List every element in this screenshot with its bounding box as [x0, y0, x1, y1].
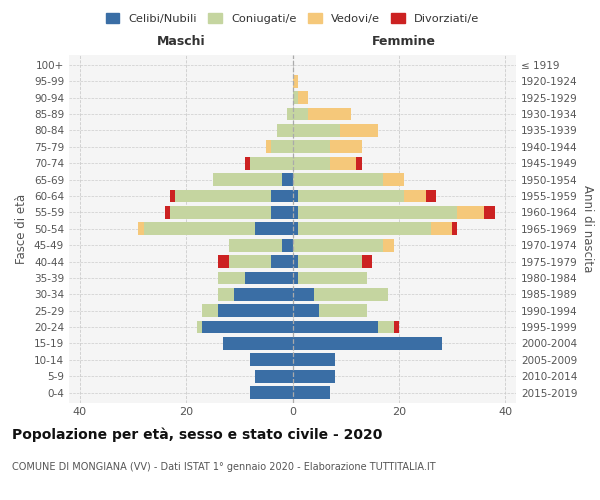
Text: Femmine: Femmine	[372, 34, 436, 48]
Bar	[197, 320, 202, 334]
Bar	[314, 288, 388, 300]
Bar	[229, 238, 282, 252]
Bar	[218, 272, 245, 284]
Bar	[340, 124, 377, 137]
Bar	[271, 255, 293, 268]
Text: Maschi: Maschi	[157, 34, 205, 48]
Bar	[229, 255, 271, 268]
Bar	[293, 108, 308, 120]
Bar	[330, 157, 356, 170]
Bar	[293, 190, 298, 202]
Bar	[293, 337, 442, 350]
Bar	[298, 255, 362, 268]
Bar	[293, 206, 298, 219]
Bar	[250, 354, 293, 366]
Bar	[255, 222, 293, 235]
Bar	[266, 140, 271, 153]
Bar	[394, 320, 399, 334]
Bar	[457, 206, 484, 219]
Bar	[293, 238, 383, 252]
Bar	[138, 222, 143, 235]
Bar	[383, 238, 394, 252]
Bar	[218, 255, 229, 268]
Bar	[202, 304, 218, 317]
Bar	[170, 190, 175, 202]
Bar	[452, 222, 457, 235]
Text: Popolazione per età, sesso e stato civile - 2020: Popolazione per età, sesso e stato civil…	[12, 428, 382, 442]
Bar	[143, 222, 255, 235]
Bar	[293, 370, 335, 382]
Bar	[298, 91, 308, 104]
Bar	[271, 140, 293, 153]
Bar	[362, 255, 373, 268]
Bar	[202, 320, 293, 334]
Bar	[271, 190, 293, 202]
Bar	[298, 222, 431, 235]
Bar	[293, 386, 330, 399]
Bar	[293, 320, 377, 334]
Y-axis label: Fasce di età: Fasce di età	[16, 194, 28, 264]
Bar	[175, 190, 271, 202]
Bar	[383, 173, 404, 186]
Bar	[298, 206, 457, 219]
Bar	[298, 190, 404, 202]
Bar	[165, 206, 170, 219]
Bar	[271, 206, 293, 219]
Bar	[218, 304, 293, 317]
Bar	[330, 140, 362, 153]
Bar	[293, 157, 330, 170]
Bar	[298, 272, 367, 284]
Bar	[282, 238, 293, 252]
Bar	[377, 320, 394, 334]
Bar	[282, 173, 293, 186]
Bar	[356, 157, 362, 170]
Bar	[293, 272, 298, 284]
Bar	[223, 337, 293, 350]
Bar	[250, 157, 293, 170]
Bar	[293, 140, 330, 153]
Bar	[245, 272, 293, 284]
Bar	[293, 304, 319, 317]
Bar	[287, 108, 293, 120]
Bar	[293, 255, 298, 268]
Bar	[425, 190, 436, 202]
Bar	[212, 173, 282, 186]
Bar	[293, 124, 340, 137]
Bar	[319, 304, 367, 317]
Text: COMUNE DI MONGIANA (VV) - Dati ISTAT 1° gennaio 2020 - Elaborazione TUTTITALIA.I: COMUNE DI MONGIANA (VV) - Dati ISTAT 1° …	[12, 462, 436, 472]
Bar	[255, 370, 293, 382]
Bar	[234, 288, 293, 300]
Bar	[293, 91, 298, 104]
Bar	[293, 173, 383, 186]
Bar	[484, 206, 495, 219]
Bar	[293, 75, 298, 88]
Bar	[293, 222, 298, 235]
Legend: Celibi/Nubili, Coniugati/e, Vedovi/e, Divorziati/e: Celibi/Nubili, Coniugati/e, Vedovi/e, Di…	[101, 8, 484, 28]
Bar	[277, 124, 293, 137]
Bar	[250, 386, 293, 399]
Y-axis label: Anni di nascita: Anni di nascita	[581, 185, 594, 272]
Bar	[245, 157, 250, 170]
Bar	[293, 288, 314, 300]
Bar	[404, 190, 425, 202]
Bar	[431, 222, 452, 235]
Bar	[218, 288, 234, 300]
Bar	[170, 206, 271, 219]
Bar	[293, 354, 335, 366]
Bar	[308, 108, 351, 120]
